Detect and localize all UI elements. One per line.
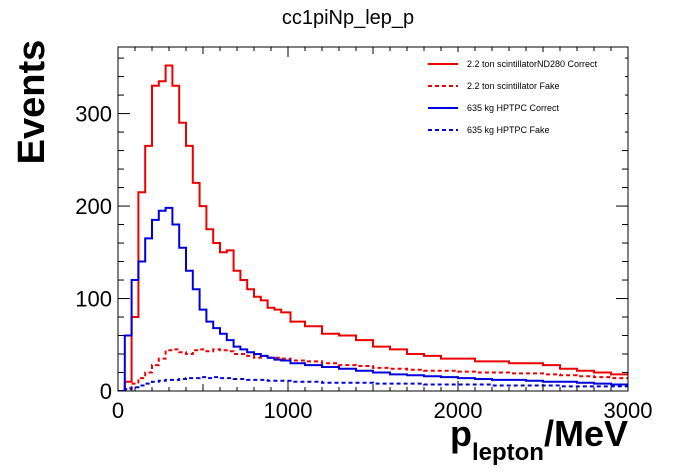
legend-label: 2.2 ton scintillator Fake	[467, 81, 560, 91]
chart-title: cc1piNp_lep_p	[282, 7, 414, 29]
x-tick-label: 3000	[604, 398, 653, 423]
x-axis-label-main: p	[450, 413, 472, 454]
series-line-3	[118, 206, 628, 391]
x-axis-label-unit: /MeV	[544, 413, 628, 454]
y-axis-label: Events	[11, 40, 53, 165]
series-line-4	[118, 376, 628, 391]
y-axis-tick-labels: 0 100 200 300	[75, 102, 112, 404]
x-axis-label: plepton/MeV	[450, 413, 628, 466]
y-tick-label: 300	[75, 102, 112, 127]
x-axis-tick-labels: 0 1000 2000 3000	[112, 398, 653, 423]
legend-label: 635 kg HPTPC Fake	[467, 125, 550, 135]
y-tick-label: 200	[75, 194, 112, 219]
x-tick-label: 1000	[264, 398, 313, 423]
series-line-1	[118, 64, 628, 391]
legend-label: 635 kg HPTPC Correct	[467, 103, 560, 113]
series-layer	[118, 64, 628, 391]
x-axis-label-sub: lepton	[472, 439, 544, 466]
legend: 2.2 ton scintillatorND280 Correct 2.2 ton…	[420, 52, 625, 142]
y-tick-label: 100	[75, 287, 112, 312]
y-tick-label: 0	[100, 379, 112, 404]
legend-box	[420, 52, 625, 142]
x-axis-ticks	[117, 47, 629, 391]
x-tick-label: 2000	[434, 398, 483, 423]
legend-label: 2.2 ton scintillatorND280 Correct	[467, 59, 598, 69]
x-tick-label: 0	[112, 398, 124, 423]
series-line-2	[118, 348, 628, 391]
